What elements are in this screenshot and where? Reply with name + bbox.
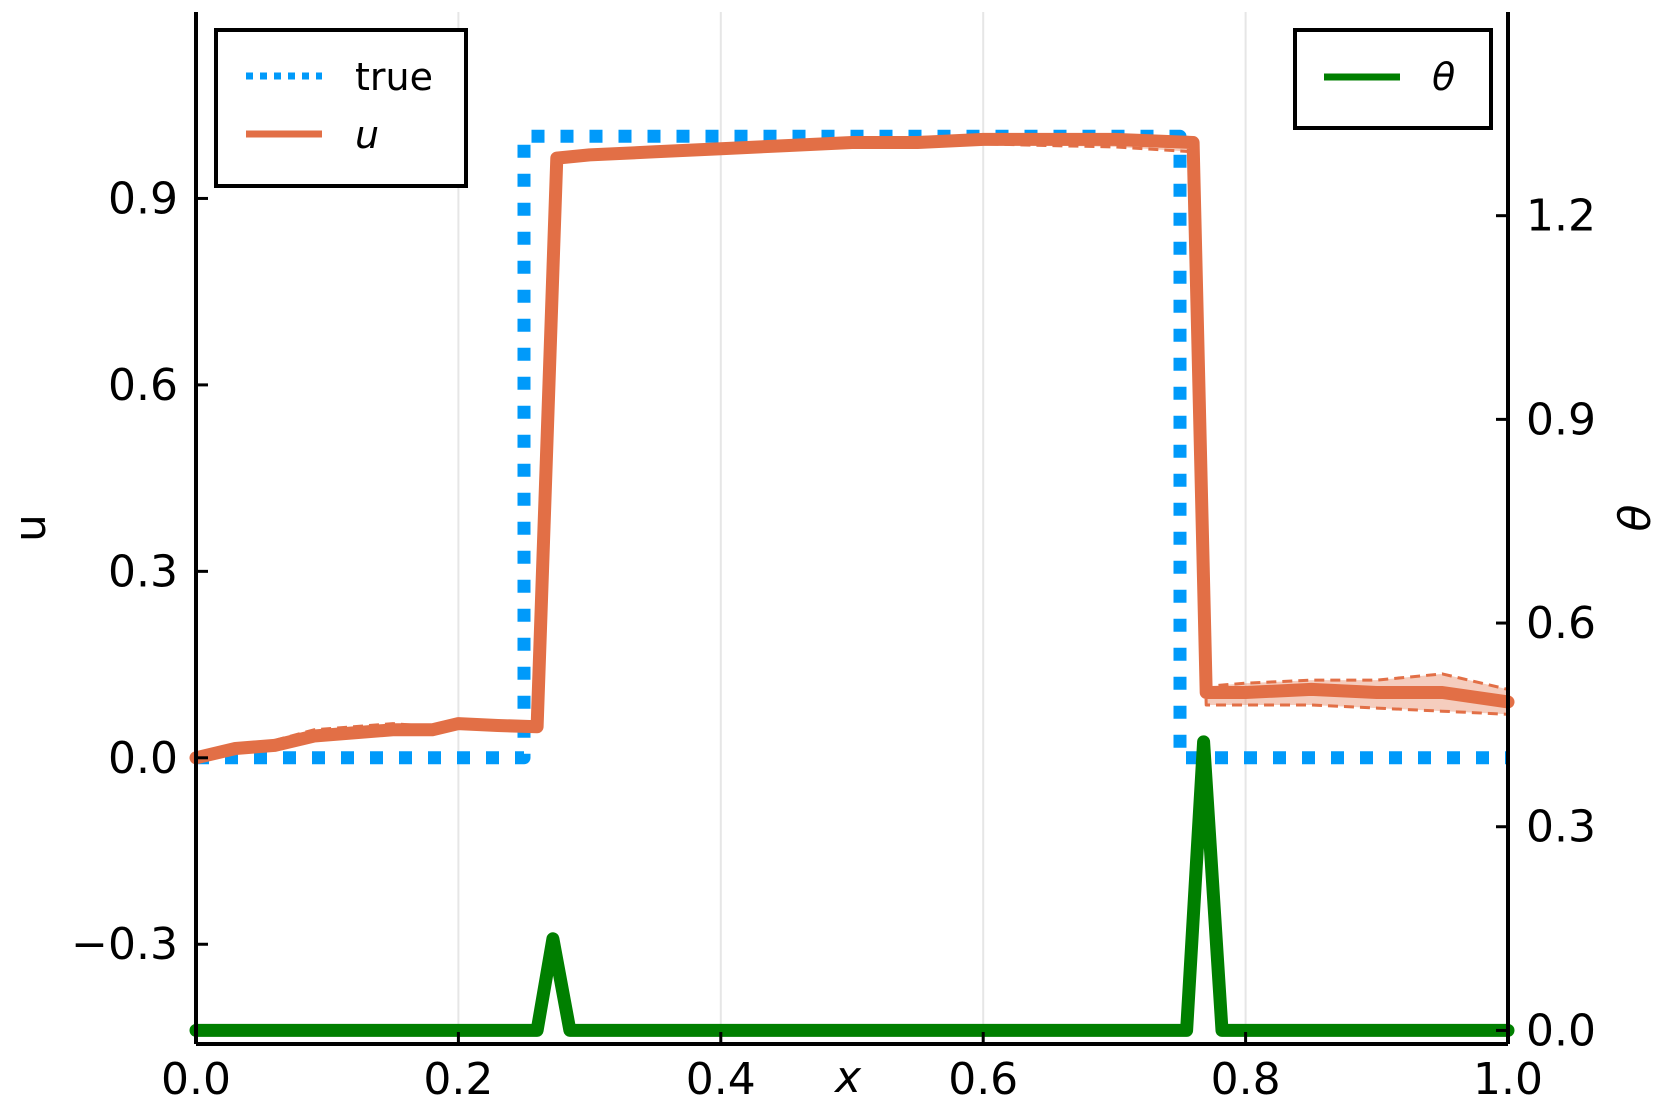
legend-label-true: true [355,55,433,99]
y-tick-label-1: 0.0 [108,733,178,784]
y2-axis-label: θ [1610,504,1661,531]
y-tick-label-2: 0.3 [108,546,178,597]
y-axis-label: u [5,514,56,542]
y2-tick-label-2: 0.6 [1526,598,1596,649]
y-tick-label-4: 0.9 [108,173,178,224]
legend-right: θ [1293,28,1493,130]
series-line-u_upper [195,134,1509,757]
y2-tick-label-3: 0.9 [1526,394,1596,445]
x-tick-label-4: 0.8 [1211,1054,1281,1105]
x-tick-label-0: 0.0 [161,1054,231,1105]
x-tick-label-3: 0.6 [948,1054,1018,1105]
y-tick-label-3: 0.6 [108,360,178,411]
series-line-theta [189,735,1515,1037]
y-tick-label-0: −0.3 [71,919,178,970]
y2-tick-label-4: 1.2 [1526,191,1596,242]
series-layer [189,129,1515,1037]
u-uncertainty-band [196,136,1508,760]
axes [194,12,1510,1046]
legend-label-u: u [355,113,379,157]
tick-labels: 0.0 0.2 0.4 0.6 0.8 1.0 −0.3 0.0 0.3 0.6 0.9 0.0 0.3… [71,173,1596,1105]
series-line-true [196,129,1508,765]
series-line-u [189,132,1515,765]
legend-label-theta: θ [1432,55,1455,99]
y2-tick-label-1: 0.3 [1526,802,1596,853]
series-line-u_lower [195,142,1509,762]
x-tick-label-2: 0.4 [686,1054,756,1105]
x-tick-label-5: 1.0 [1473,1054,1543,1105]
x-axis-label: x [833,1052,862,1103]
x-tick-label-1: 0.2 [423,1054,493,1105]
legend-left-box [214,28,468,188]
legend-left: true u [214,28,468,188]
y2-tick-label-0: 0.0 [1526,1005,1596,1056]
u-band-fill [196,136,1508,760]
